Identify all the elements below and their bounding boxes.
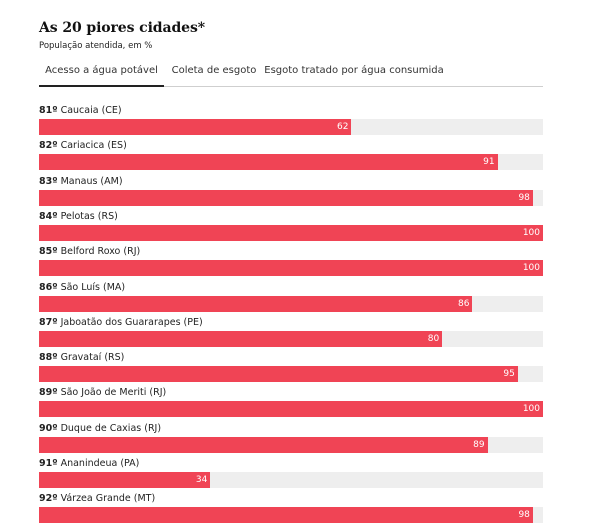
rank-label: 86º	[39, 281, 58, 293]
bar-row: 86º São Luís (MA) 86	[39, 278, 543, 313]
rank-label: 85º	[39, 246, 58, 258]
bar-value-label: 34	[195, 475, 208, 485]
chart-subtitle: População atendida, em %	[39, 41, 153, 51]
rank-label: 83º	[39, 175, 58, 187]
rank-label: 91º	[39, 458, 58, 469]
city-label: São João de Meriti (RJ)	[60, 387, 167, 399]
bar-row: 92º Várzea Grande (MT) 98	[39, 489, 543, 524]
bar: 100	[39, 260, 543, 277]
rank-label: 92º	[39, 493, 58, 505]
bar: 86	[39, 295, 473, 312]
chart-title: As 20 piores cidades*	[39, 20, 205, 36]
bar: 91	[39, 154, 498, 171]
bar: 100	[39, 401, 543, 418]
bar-row: 83º Manaus (AM) 98	[39, 172, 543, 207]
bar-row: 82º Cariacica (ES) 91	[39, 136, 543, 171]
bar-label: 86º São Luís (MA)	[39, 282, 125, 293]
bar-track: 100	[39, 224, 543, 241]
rank-label: 84º	[39, 210, 58, 222]
bar-track: 86	[39, 295, 543, 312]
bar-row: 88º Gravataí (RS) 95	[39, 348, 543, 383]
bar-value-label: 91	[483, 157, 495, 168]
city-label: Caucaia (CE)	[60, 105, 122, 116]
bar-value-label: 100	[522, 404, 540, 415]
bar-row: 90º Duque de Caxias (RJ) 89	[39, 419, 543, 454]
bar-track: 98	[39, 507, 543, 524]
city-label: Belford Roxo (RJ)	[60, 246, 141, 258]
city-label: Cariacica (ES)	[60, 140, 127, 152]
bar: 62	[39, 119, 352, 135]
bar-track: 100	[39, 401, 543, 418]
city-label: Duque de Caxias (RJ)	[60, 422, 162, 434]
tab-acesso-agua-potavel[interactable]: Acesso a água potável	[39, 59, 164, 87]
city-label: Pelotas (RS)	[60, 210, 118, 222]
rank-label: 82º	[39, 140, 58, 152]
bar-track: 80	[39, 330, 543, 347]
bar: 89	[39, 436, 488, 453]
bar-track: 91	[39, 154, 543, 171]
bar-value-label: 98	[518, 510, 530, 521]
bar: 98	[39, 507, 533, 524]
bar-value-label: 100	[522, 263, 540, 274]
city-label: Gravataí (RS)	[60, 352, 125, 364]
bar-row: 91º Ananindeua (PA) 34	[39, 454, 543, 489]
rank-label: 90º	[39, 422, 58, 434]
bar-label: 91º Ananindeua (PA)	[39, 458, 139, 469]
bar-label: 84º Pelotas (RS)	[39, 211, 118, 222]
bar-track: 95	[39, 366, 543, 383]
bar-row: 89º São João de Meriti (RJ) 100	[39, 383, 543, 418]
bar-label: 83º Manaus (AM)	[39, 176, 123, 187]
bar-track: 34	[39, 472, 543, 488]
bar-label: 92º Várzea Grande (MT)	[39, 493, 155, 504]
rank-label: 87º	[39, 316, 58, 328]
city-label: Ananindeua (PA)	[60, 458, 140, 469]
bar-row: 87º Jaboatão dos Guararapes (PE) 80	[39, 313, 543, 348]
city-label: Jaboatão dos Guararapes (PE)	[60, 316, 203, 328]
bar-label: 81º Caucaia (CE)	[39, 105, 122, 116]
city-label: Várzea Grande (MT)	[60, 493, 156, 505]
tab-esgoto-tratado[interactable]: Esgoto tratado por água consumida	[264, 65, 444, 76]
bar: 100	[39, 224, 543, 241]
tab-bar: Acesso a água potável Coleta de esgoto E…	[39, 59, 543, 87]
rank-label: 81º	[39, 105, 58, 116]
rank-label: 89º	[39, 387, 58, 399]
bar-track: 98	[39, 189, 543, 206]
bar-track: 89	[39, 436, 543, 453]
bar-value-label: 98	[518, 192, 530, 203]
bar-value-label: 89	[473, 439, 485, 450]
tab-coleta-esgoto[interactable]: Coleta de esgoto	[171, 65, 257, 76]
bar: 34	[39, 472, 211, 488]
bar-label: 82º Cariacica (ES)	[39, 140, 127, 151]
city-label: Manaus (AM)	[60, 175, 123, 187]
bar-label: 87º Jaboatão dos Guararapes (PE)	[39, 317, 203, 328]
bar-value-label: 80	[427, 333, 440, 344]
bar-label: 85º Belford Roxo (RJ)	[39, 246, 140, 257]
bar: 80	[39, 330, 443, 347]
bar-label: 89º São João de Meriti (RJ)	[39, 387, 166, 398]
bar-row: 81º Caucaia (CE) 62	[39, 101, 543, 136]
rank-label: 88º	[39, 352, 58, 364]
bar-value-label: 62	[337, 122, 349, 132]
bar-track: 100	[39, 260, 543, 277]
bar-value-label: 95	[503, 369, 515, 380]
bar-track: 62	[39, 119, 543, 135]
bar-row: 84º Pelotas (RS) 100	[39, 207, 543, 242]
city-label: São Luís (MA)	[60, 281, 126, 293]
bar-value-label: 100	[522, 227, 540, 238]
bar: 98	[39, 189, 533, 206]
bar-label: 90º Duque de Caxias (RJ)	[39, 423, 161, 434]
bar-row: 85º Belford Roxo (RJ) 100	[39, 242, 543, 277]
bar-label: 88º Gravataí (RS)	[39, 352, 124, 363]
bar-value-label: 86	[457, 298, 470, 309]
bar: 95	[39, 366, 518, 383]
